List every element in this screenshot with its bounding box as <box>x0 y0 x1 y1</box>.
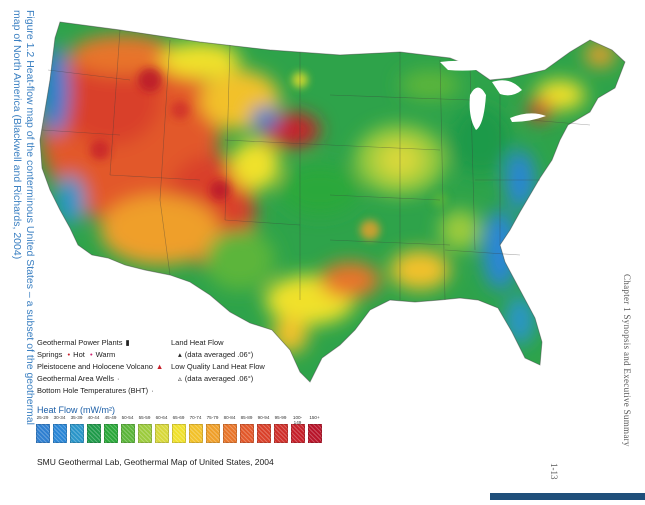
scale-label: 60-64 <box>155 415 168 420</box>
scale-label: 40-44 <box>87 415 100 420</box>
page-number: 1-13 <box>549 463 559 480</box>
scale-label: 90-94 <box>257 415 270 420</box>
scale-swatch <box>104 424 118 443</box>
volcano-icon: ▲ <box>155 362 164 371</box>
legend-bht: Bottom Hole Temperatures (BHT) · <box>37 386 154 395</box>
well-icon: · <box>116 374 120 383</box>
scale-label: 65-69 <box>172 415 185 420</box>
legend-volcano: Pleistocene and Holocene Volcano ▲ <box>37 362 164 371</box>
figure-caption: Figure 1.2 Heat-flow map of the contermi… <box>11 10 36 425</box>
scale-label: 25-29 <box>36 415 49 420</box>
legend-land-heat-flow: Land Heat Flow <box>171 338 224 347</box>
scale-label: 75-79 <box>206 415 219 420</box>
scale-swatch <box>274 424 288 443</box>
scale-swatch <box>53 424 67 443</box>
scale-label: 100-149 <box>292 415 303 425</box>
scale-swatch <box>70 424 84 443</box>
great-lakes <box>440 60 546 130</box>
scale-swatch <box>138 424 152 443</box>
legend-land-heat-flow-note: ▴ (data averaged .06°) <box>178 350 254 359</box>
scale-label: 45-49 <box>104 415 117 420</box>
heat-flow-title: Heat Flow (mW/m²) <box>37 405 115 415</box>
legend-low-quality: Low Quality Land Heat Flow <box>171 362 265 371</box>
warm-spring-icon: • <box>89 350 93 359</box>
scale-swatch <box>308 424 322 443</box>
scale-swatch <box>257 424 271 443</box>
scale-swatch <box>206 424 220 443</box>
scale-swatch <box>36 424 50 443</box>
state-boundaries <box>39 21 626 383</box>
scale-label: 30-34 <box>53 415 66 420</box>
legend-springs: Springs • Hot • Warm <box>37 350 116 359</box>
scale-swatch <box>189 424 203 443</box>
scale-swatch <box>240 424 254 443</box>
scale-label: 35-39 <box>70 415 83 420</box>
legend-area-wells: Geothermal Area Wells · <box>37 374 120 383</box>
scale-label: 85-89 <box>240 415 253 420</box>
scale-swatch <box>291 424 305 443</box>
scale-swatch <box>121 424 135 443</box>
legend-power-plants: Geothermal Power Plants ▮ <box>37 338 130 347</box>
scale-label: 80-84 <box>223 415 236 420</box>
scale-swatch <box>87 424 101 443</box>
source-caption: SMU Geothermal Lab, Geothermal Map of Un… <box>37 457 274 467</box>
low-quality-heat-flow-icon: ▵ <box>178 374 182 383</box>
scale-swatch <box>223 424 237 443</box>
scale-label: 95-99 <box>274 415 287 420</box>
footer-bar <box>490 493 645 500</box>
land-heat-flow-icon: ▴ <box>178 350 182 359</box>
scale-label: 70-74 <box>189 415 202 420</box>
scale-swatch <box>155 424 169 443</box>
scale-swatch <box>172 424 186 443</box>
scale-label: 50-54 <box>121 415 134 420</box>
power-plant-icon: ▮ <box>125 338 130 347</box>
bht-icon: · <box>151 386 154 395</box>
scale-label: 150+ <box>309 415 320 420</box>
chapter-label: Chapter 1 Synopsis and Executive Summary <box>622 274 632 447</box>
legend-low-quality-note: ▵ (data averaged .06°) <box>178 374 254 383</box>
scale-label: 55-59 <box>138 415 151 420</box>
hot-spring-icon: • <box>67 350 71 359</box>
